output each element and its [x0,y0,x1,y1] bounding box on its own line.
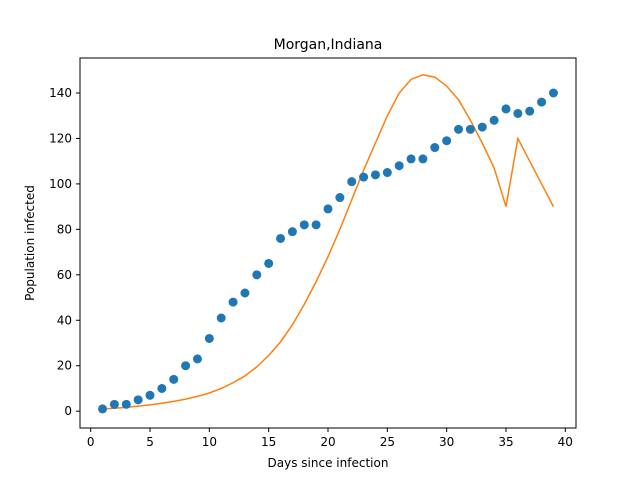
data-point [157,383,167,393]
data-point [477,122,487,132]
data-point [442,136,452,146]
y-tick-label: 80 [57,222,72,236]
data-point [109,399,119,409]
data-point [525,106,535,116]
x-tick-label: 10 [202,435,217,449]
y-tick-label: 40 [57,313,72,327]
data-point [347,177,357,187]
data-point [430,143,440,153]
chart-title: Morgan,Indiana [274,37,383,53]
x-tick-label: 0 [87,435,95,449]
data-point [240,288,250,298]
data-point [513,108,523,118]
y-tick-label: 60 [57,268,72,282]
y-axis: 0 20 40 60 80 100 120 140 [49,86,80,418]
data-point [501,104,511,114]
data-point [537,97,547,107]
x-tick-label: 40 [558,435,573,449]
fit-line [102,74,555,410]
data-point [370,170,380,180]
y-tick-label: 120 [49,131,72,145]
data-point [169,374,179,384]
data-point [489,115,499,125]
x-axis-label: Days since infection [268,456,389,470]
data-point [264,258,274,268]
y-tick-label: 100 [49,177,72,191]
data-point [323,204,333,214]
y-tick-label: 140 [49,86,72,100]
y-axis-label: Population infected [23,185,37,301]
data-point [465,124,475,134]
data-point [418,154,428,164]
data-point [216,313,226,323]
data-point [204,333,214,343]
data-point [335,193,345,203]
data-point [181,361,191,371]
x-axis: 0 5 10 15 20 25 30 35 40 [87,428,573,449]
data-point [133,395,143,405]
data-point [228,297,238,307]
data-point [287,227,297,237]
plot-layer [98,74,558,414]
data-point [359,172,369,182]
y-tick-label: 20 [57,359,72,373]
data-point [394,161,404,171]
data-point [454,124,464,134]
data-point [192,354,202,364]
data-point [145,390,155,400]
x-tick-label: 30 [439,435,454,449]
data-point [382,168,392,178]
x-tick-label: 35 [498,435,513,449]
data-point [299,220,309,230]
x-tick-label: 15 [261,435,276,449]
x-tick-label: 25 [380,435,395,449]
data-point [121,399,131,409]
data-point [276,233,286,243]
data-point [252,270,262,280]
data-point [311,220,321,230]
data-point [98,404,108,414]
x-tick-label: 20 [320,435,335,449]
x-tick-label: 5 [146,435,154,449]
data-point [406,154,416,164]
data-point [548,88,558,98]
y-tick-label: 0 [64,404,72,418]
